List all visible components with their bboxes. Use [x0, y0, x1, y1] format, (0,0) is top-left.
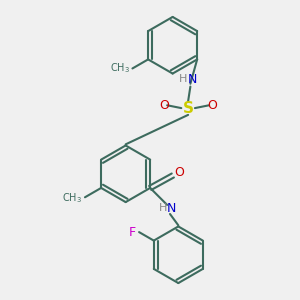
Text: N: N [167, 202, 176, 215]
Text: CH$_3$: CH$_3$ [62, 191, 82, 205]
Text: O: O [159, 99, 169, 112]
Text: O: O [175, 166, 184, 179]
Text: H: H [158, 203, 167, 213]
Text: N: N [188, 73, 197, 86]
Text: F: F [129, 226, 136, 238]
Text: O: O [207, 99, 217, 112]
Text: H: H [179, 74, 187, 84]
Text: S: S [183, 100, 194, 116]
Text: CH$_3$: CH$_3$ [110, 61, 130, 75]
